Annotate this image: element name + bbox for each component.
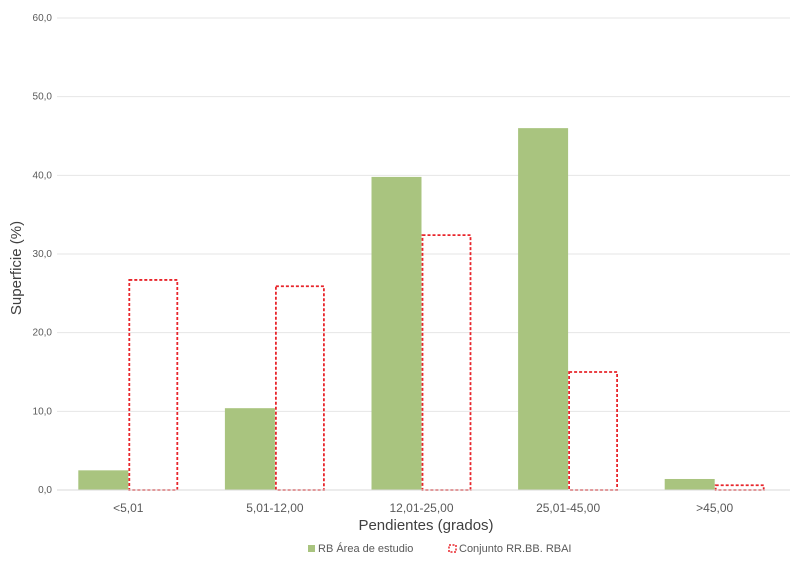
bar-rb-area-estudio [518, 128, 568, 490]
bar-conjunto-rrbb [276, 286, 324, 490]
bar-rb-area-estudio [665, 479, 715, 490]
x-tick-label: 12,01-25,00 [389, 501, 453, 515]
bars [78, 128, 763, 490]
y-axis-ticks: 0,0 10,0 20,0 30,0 40,0 50,0 60,0 [33, 13, 53, 496]
y-tick-label: 20,0 [33, 328, 53, 339]
x-tick-label: 25,01-45,00 [536, 501, 600, 515]
bar-conjunto-rrbb [716, 485, 764, 490]
y-tick-label: 60,0 [33, 13, 53, 24]
bar-conjunto-rrbb [129, 280, 177, 490]
legend-label-rb: RB Área de estudio [318, 542, 413, 555]
bar-conjunto-rrbb [569, 372, 617, 490]
bar-conjunto-rrbb [423, 235, 471, 490]
x-tick-label: <5,01 [113, 501, 144, 515]
legend: RB Área de estudio Conjunto RR.BB. RBAI [308, 542, 572, 555]
x-axis-ticks: <5,01 5,01-12,00 12,01-25,00 25,01-45,00 >45… [113, 501, 733, 515]
y-tick-label: 0,0 [38, 485, 52, 496]
bar-rb-area-estudio [78, 470, 128, 490]
bar-rb-area-estudio [225, 408, 275, 490]
x-axis-title: Pendientes (grados) [358, 517, 493, 534]
bar-rb-area-estudio [372, 177, 422, 490]
legend-label-conjunto: Conjunto RR.BB. RBAI [459, 543, 572, 555]
legend-swatch-rb [308, 545, 315, 552]
y-tick-label: 50,0 [33, 92, 53, 103]
y-tick-label: 40,0 [33, 170, 53, 181]
x-tick-label: >45,00 [696, 501, 733, 515]
y-tick-label: 30,0 [33, 249, 53, 260]
x-tick-label: 5,01-12,00 [246, 501, 304, 515]
y-axis-title: Superficie (%) [8, 221, 25, 315]
gridlines [57, 18, 790, 411]
legend-swatch-conjunto [449, 545, 456, 552]
y-tick-label: 10,0 [33, 406, 53, 417]
